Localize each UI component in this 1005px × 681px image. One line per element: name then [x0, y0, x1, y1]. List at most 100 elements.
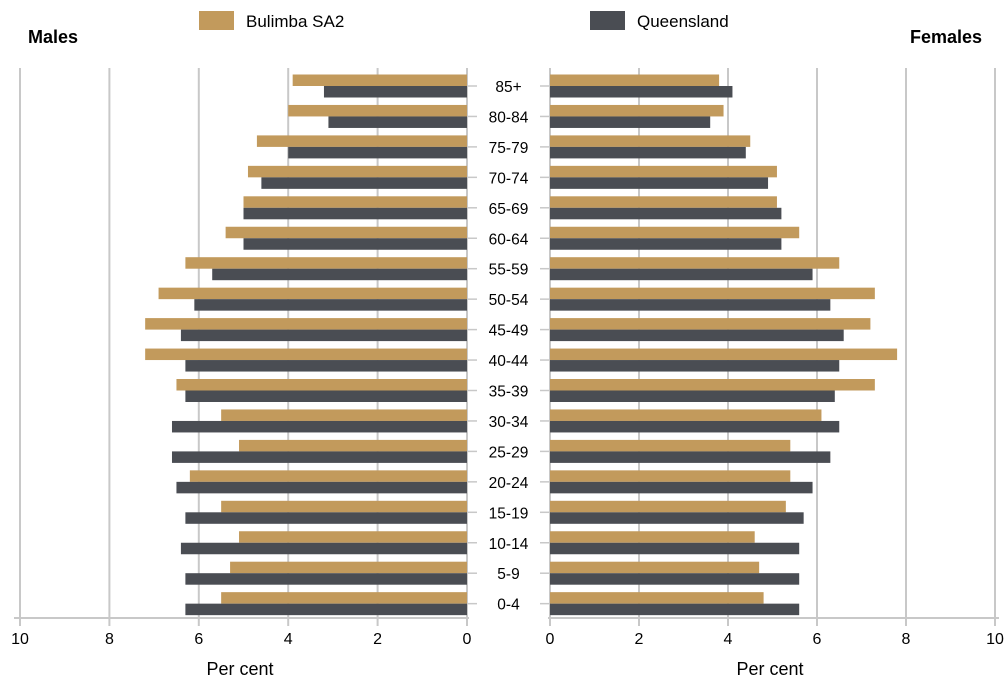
x-tick-label-females: 2 [635, 631, 644, 648]
x-tick-label-males: 0 [463, 631, 472, 648]
bar-bulimba-males [292, 74, 467, 86]
bar-bulimba-males [239, 531, 467, 543]
bar-queensland-males [185, 573, 467, 585]
bar-bulimba-males [145, 348, 467, 361]
age-group-label: 40-44 [489, 353, 529, 370]
bar-bulimba-males [221, 409, 467, 421]
bar-queensland-females [550, 86, 733, 98]
bar-queensland-males [180, 329, 468, 342]
x-axis-title-females: Per cent [736, 659, 803, 679]
bar-queensland-females [550, 116, 711, 128]
bar-queensland-males [243, 238, 467, 250]
bar-queensland-females [550, 207, 782, 220]
age-group-label: 65-69 [489, 201, 529, 218]
bars [145, 74, 898, 616]
x-tick-label-males: 4 [284, 631, 293, 648]
bar-queensland-males [185, 360, 467, 372]
bar-bulimba-females [550, 409, 822, 421]
bar-queensland-females [550, 573, 800, 585]
bar-queensland-males [212, 268, 467, 281]
bar-bulimba-females [550, 226, 800, 239]
bar-queensland-females [550, 451, 831, 463]
legend-label-bulimba: Bulimba SA2 [246, 12, 344, 31]
bar-bulimba-males [176, 379, 467, 391]
age-group-label: 20-24 [489, 475, 529, 492]
x-tick-label-females: 6 [813, 631, 822, 648]
bar-bulimba-females [550, 500, 786, 513]
bar-bulimba-males [230, 561, 467, 574]
bar-queensland-females [550, 177, 769, 189]
bar-queensland-males [288, 146, 467, 159]
bar-bulimba-males [247, 165, 467, 178]
gridlines [19, 68, 996, 626]
legend: Bulimba SA2 Queensland [199, 11, 729, 31]
bar-bulimba-females [550, 287, 875, 300]
x-tick-label-males: 10 [11, 631, 29, 648]
bar-bulimba-males [239, 439, 467, 452]
bar-bulimba-females [550, 470, 791, 482]
age-group-label: 30-34 [489, 414, 529, 431]
bar-bulimba-males [225, 226, 467, 239]
bar-queensland-females [550, 603, 800, 616]
males-title: Males [28, 27, 78, 47]
x-tick-label-females: 4 [724, 631, 733, 648]
x-tick-label-females: 10 [986, 631, 1004, 648]
age-group-label: 5-9 [497, 566, 519, 583]
bar-queensland-females [550, 390, 835, 402]
x-tick-label-males: 2 [373, 631, 382, 648]
age-group-label: 55-59 [489, 262, 529, 279]
bar-queensland-females [550, 238, 782, 250]
bar-bulimba-females [550, 531, 755, 543]
bar-bulimba-males [145, 318, 467, 330]
bar-bulimba-females [550, 165, 777, 178]
bar-bulimba-females [550, 196, 777, 208]
bar-bulimba-females [550, 592, 764, 604]
legend-swatch-bulimba [199, 11, 234, 30]
bar-queensland-males [171, 420, 468, 433]
bar-queensland-females [550, 481, 813, 494]
bar-bulimba-females [550, 318, 871, 330]
bar-queensland-males [194, 299, 467, 311]
age-group-label: 0-4 [497, 597, 520, 614]
age-group-label: 15-19 [489, 505, 529, 522]
bar-queensland-females [550, 542, 800, 555]
legend-swatch-queensland [590, 11, 625, 30]
bar-bulimba-females [550, 257, 840, 269]
bar-queensland-males [243, 207, 467, 220]
bar-queensland-females [550, 268, 813, 281]
age-group-label: 35-39 [489, 384, 529, 401]
bar-queensland-males [328, 116, 467, 128]
bar-queensland-males [185, 603, 467, 616]
bar-bulimba-females [550, 348, 898, 361]
bar-bulimba-males [185, 257, 467, 269]
bar-queensland-females [550, 146, 746, 159]
axes: 0 0 2 2 4 4 6 6 8 8 10 10 85+ 80-84 75-79 70-74 65-69 60-… [11, 79, 1004, 648]
age-group-label: 50-54 [489, 292, 529, 309]
bar-bulimba-females [550, 74, 720, 86]
x-tick-label-females: 8 [902, 631, 911, 648]
bar-bulimba-males [221, 592, 467, 604]
bar-queensland-females [550, 299, 831, 311]
bar-queensland-females [550, 420, 840, 433]
bar-bulimba-females [550, 104, 724, 117]
bar-bulimba-females [550, 561, 760, 574]
bar-queensland-males [185, 390, 467, 402]
x-tick-label-males: 8 [105, 631, 114, 648]
females-title: Females [910, 27, 982, 47]
bar-bulimba-females [550, 135, 751, 147]
bar-bulimba-females [550, 379, 875, 391]
age-group-label: 25-29 [489, 444, 529, 461]
bar-bulimba-males [221, 500, 467, 513]
bar-bulimba-females [550, 439, 791, 452]
age-group-label: 10-14 [489, 536, 529, 553]
bar-queensland-males [176, 481, 467, 494]
bar-queensland-males [323, 86, 467, 98]
x-tick-label-males: 6 [194, 631, 203, 648]
age-group-label: 85+ [495, 79, 521, 96]
age-group-label: 60-64 [489, 231, 529, 248]
bar-bulimba-males [243, 196, 467, 208]
x-tick-label-females: 0 [546, 631, 555, 648]
bar-queensland-females [550, 360, 840, 372]
bar-queensland-females [550, 512, 804, 524]
